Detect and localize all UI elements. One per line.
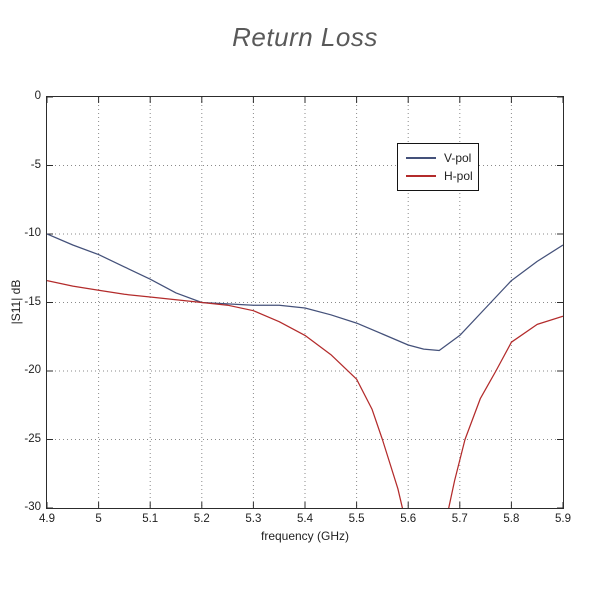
x-tick-label: 4.9 [39,513,55,525]
x-axis-label: frequency (GHz) [260,529,350,543]
chart-title: Return Loss [232,22,378,52]
x-tick-label: 5.6 [400,513,417,525]
x-tick-label: 5.9 [555,513,571,525]
legend: V-pol H-pol [397,143,479,191]
y-tick-label: -10 [24,227,41,239]
y-tick-label: 0 [34,90,41,102]
x-tick-label: 5 [95,513,102,525]
x-tick-label: 5.4 [297,513,313,525]
legend-item-v-pol: V-pol [398,151,478,165]
series-line-h-pol [47,279,563,508]
series-line-v-pol [47,233,563,352]
legend-label-v-pol: V-pol [444,151,472,165]
x-tick-label: 5.8 [503,513,520,525]
x-tick-label: 5.2 [193,513,210,525]
x-tick-label: 5.7 [451,513,468,525]
y-tick-label: -5 [30,158,41,171]
plot-area [46,96,564,509]
legend-label-h-pol: H-pol [444,169,473,183]
y-tick-label: -20 [24,364,41,376]
x-tick-label: 5.5 [348,513,365,525]
y-tick-label: -15 [24,295,41,308]
y-tick-label: -25 [24,432,41,445]
plot-canvas [47,97,563,508]
y-tick-label: -30 [24,501,41,513]
legend-item-h-pol: H-pol [398,169,478,183]
v-pol-line-sample [406,157,436,159]
h-pol-line-sample [406,175,436,177]
x-tick-label: 5.3 [245,513,262,525]
x-tick-label: 5.1 [142,513,159,525]
